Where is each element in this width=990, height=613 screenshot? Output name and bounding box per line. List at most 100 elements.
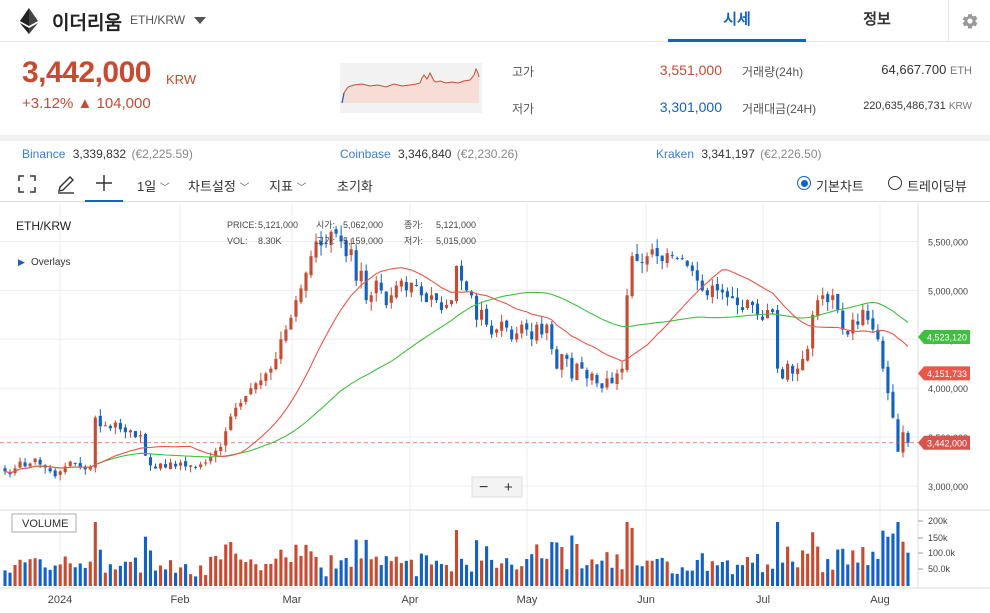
volume-bar [98, 549, 102, 586]
zoom-in-button[interactable]: + [504, 479, 513, 496]
candle [3, 468, 7, 472]
candlestick-chart[interactable]: 3,000,0003,500,0004,000,0004,500,0005,00… [0, 203, 990, 608]
candle [480, 309, 484, 320]
overlays-label[interactable]: Overlays [31, 257, 70, 268]
tip-vol-value: 8.30K [258, 236, 282, 246]
volume-bar [179, 567, 183, 586]
candle [184, 461, 188, 467]
crosshair-button[interactable] [85, 166, 123, 202]
tab-info[interactable]: 정보 [863, 11, 891, 28]
candle [525, 323, 529, 330]
price-summary: 3,442,000 KRW +3.12% ▲ 104,000 고가 3,551,… [0, 43, 990, 135]
volume-bar [520, 566, 524, 586]
price-chart[interactable]: 3,000,0003,500,0004,000,0004,500,0005,00… [0, 203, 990, 608]
price-badge-label: 3,442,000 [927, 438, 967, 448]
tab-price[interactable]: 시세 [668, 0, 806, 42]
volume-bar [660, 557, 664, 586]
indicators-select[interactable]: 지표 ﹀ [269, 179, 307, 194]
volume-bar [444, 564, 449, 586]
candle [781, 369, 785, 379]
volume-bar [209, 556, 213, 586]
candle [685, 260, 689, 266]
candle [174, 463, 178, 467]
volume-bar [871, 551, 875, 586]
tip-close-label: 종가: [404, 220, 423, 230]
candle [469, 291, 474, 296]
volume-bar [108, 564, 112, 586]
volume-bar [349, 566, 353, 586]
candle [555, 349, 559, 369]
mini-price-chart [340, 63, 482, 113]
candle [550, 324, 554, 350]
candle [510, 329, 514, 340]
volume-bar [194, 576, 198, 586]
overlays-toggle-icon[interactable]: ▶ [18, 257, 25, 267]
volume-bar [339, 560, 343, 586]
basic-chart-label[interactable]: 기본차트 [816, 179, 864, 194]
fullscreen-icon[interactable] [18, 175, 36, 193]
volume-bar [796, 567, 800, 586]
volume-bar [630, 527, 634, 586]
volume-bar [740, 565, 745, 586]
candle [801, 358, 805, 371]
volume-bar [189, 574, 193, 586]
chart-settings-select[interactable]: 차트설정 ﹀ [188, 179, 250, 194]
exchange-coinbase[interactable]: Coinbase 3,346,840 (€2,230.26) [340, 147, 519, 161]
candle [284, 329, 288, 341]
candle [655, 247, 659, 257]
draw-pencil-icon[interactable] [56, 174, 76, 194]
reset-button[interactable]: 초기화 [337, 179, 373, 194]
volume-bar [811, 532, 815, 586]
price-change: +3.12% ▲ 104,000 [22, 95, 151, 112]
candle [906, 432, 910, 443]
tradingview-label[interactable]: 트레이딩뷰 [907, 179, 967, 194]
coin-pair[interactable]: ETH/KRW [130, 13, 186, 27]
volume-bar [93, 522, 97, 586]
chevron-down-icon[interactable] [194, 17, 206, 24]
tip-vol-label: VOL: [227, 236, 248, 246]
chevron-down-icon: ﹀ [296, 183, 307, 194]
candle [615, 373, 619, 385]
candle [18, 461, 22, 468]
volume-bar [289, 561, 293, 586]
gear-icon[interactable] [948, 0, 990, 42]
volume-bar [244, 562, 248, 586]
candle [279, 339, 283, 360]
x-tick-label: 2024 [48, 594, 72, 606]
tip-price-value: 5,121,000 [258, 220, 298, 230]
volume-bar [359, 558, 363, 586]
exchange-binance[interactable]: Binance 3,339,832 (€2,225.59) [22, 147, 193, 161]
volume-bar [409, 559, 413, 586]
high-label: 고가 [512, 65, 535, 79]
candle [354, 250, 358, 281]
tip-high-value: 5,159,000 [343, 236, 383, 246]
candle [640, 262, 644, 264]
candle [580, 362, 584, 369]
volume-bar [730, 574, 734, 586]
volume-bar [459, 558, 464, 586]
interval-select[interactable]: 1일 ﹀ [137, 179, 170, 194]
candle [269, 368, 273, 373]
candle [670, 255, 674, 257]
radio-basic-chart[interactable] [797, 176, 811, 190]
volume-bar [826, 559, 830, 586]
volume-panel-box [11, 513, 77, 533]
candle [786, 363, 790, 380]
coin-name[interactable]: 이더리움 [52, 13, 122, 34]
volume-bar [876, 558, 880, 586]
chart-symbol: ETH/KRW [16, 219, 72, 233]
volume-bar [229, 542, 233, 586]
zoom-out-button[interactable]: − [479, 479, 488, 496]
radio-tradingview[interactable] [888, 176, 902, 190]
candle [244, 396, 248, 403]
volume-bar [831, 569, 835, 586]
volume-bar [78, 563, 82, 586]
volume-bar [143, 536, 148, 586]
volume-bar [449, 571, 454, 586]
chart-toolbar: 1일 ﹀ 차트설정 ﹀ 지표 ﹀ 초기화 기본차트 트레이딩뷰 [0, 166, 990, 202]
exchange-kraken[interactable]: Kraken 3,341,197 (€2,226.50) [656, 147, 822, 161]
candle [770, 309, 775, 312]
candle [760, 316, 765, 320]
volume-bar [439, 563, 444, 586]
tip-price-label: PRICE: [227, 220, 257, 230]
